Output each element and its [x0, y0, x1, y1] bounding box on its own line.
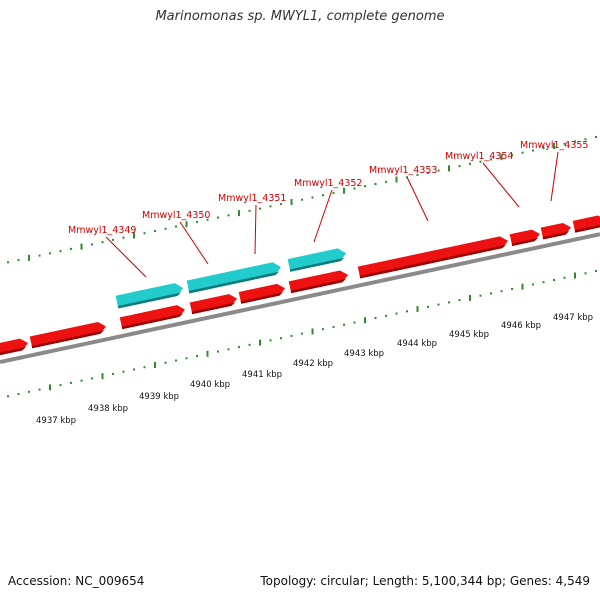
gene-arrow-body: [189, 294, 237, 315]
gene-arrow[interactable]: [509, 228, 541, 247]
gene-arrow[interactable]: [288, 269, 349, 294]
kbp-label: 4945 kbp: [449, 330, 489, 340]
gene-leader-line: [179, 221, 209, 265]
genome-backbone: [0, 232, 600, 364]
gene-arrow[interactable]: [572, 214, 600, 233]
rna-arrow-shadow: [188, 271, 280, 294]
gene-leader-line: [313, 189, 333, 243]
gene-arrow-shadow: [511, 237, 538, 247]
kbp-label: 4940 kbp: [190, 380, 230, 390]
gene-arrow-shadow: [121, 313, 183, 330]
gene-arrow[interactable]: [0, 337, 29, 356]
gene-arrow-body: [572, 215, 600, 233]
gene-arrow[interactable]: [119, 304, 186, 330]
gene-label-text: Mmwyl1_4354: [445, 151, 513, 162]
map-title: Marinomonas sp. MWYL1, complete genome: [155, 9, 445, 24]
kbp-label: 4939 kbp: [139, 392, 179, 402]
rna-arrow-body: [287, 248, 347, 272]
gene-arrow-body: [29, 322, 107, 349]
topology-text: Topology: circular; Length: 5,100,344 bp…: [260, 574, 590, 588]
gene-leader-line: [105, 236, 147, 278]
gene-arrow[interactable]: [540, 222, 572, 240]
gene-arrow-body: [540, 222, 572, 240]
gene-leader-line: [550, 151, 559, 202]
gene-arrow[interactable]: [29, 321, 107, 349]
gene-arrow[interactable]: [189, 293, 238, 315]
gene-arrow[interactable]: [238, 282, 286, 304]
kbp-label: 4941 kbp: [242, 370, 282, 380]
gene-arrow-body: [0, 338, 29, 356]
gene-label-text: Mmwyl1_4352: [294, 178, 362, 189]
gene-arrow-shadow: [31, 330, 104, 349]
kbp-label: 4938 kbp: [88, 404, 128, 414]
gene-arrow-body: [119, 305, 185, 330]
kbp-label: 4946 kbp: [501, 321, 541, 331]
kbp-label: 4947 kbp: [553, 313, 593, 323]
kbp-label: 4944 kbp: [397, 339, 437, 349]
kbp-label: 4937 kbp: [36, 416, 76, 426]
kbp-label: 4943 kbp: [344, 349, 384, 359]
gene-arrow-shadow: [240, 292, 283, 304]
gene-arrow-body: [238, 283, 286, 304]
gene-arrow-shadow: [542, 231, 569, 240]
gene-arrow[interactable]: [357, 235, 509, 279]
gene-arrow-shadow: [290, 278, 346, 294]
gene-label-text: Mmwyl1_4350: [142, 210, 210, 221]
rna-arrow-body: [115, 283, 184, 309]
rna-arrow-body: [186, 262, 282, 294]
rna-arrow[interactable]: [287, 247, 348, 272]
rna-arrow[interactable]: [186, 261, 283, 294]
gene-label-text: Mmwyl1_4349: [68, 225, 136, 236]
gene-arrow-body: [509, 229, 541, 247]
rna-arrow-shadow: [117, 292, 182, 309]
gene-label-text: Mmwyl1_4353: [369, 165, 437, 176]
gene-label-text: Mmwyl1_4351: [218, 193, 286, 204]
gene-arrow-shadow: [359, 244, 506, 279]
rna-arrow[interactable]: [115, 282, 185, 309]
kbp-label: 4942 kbp: [293, 359, 333, 369]
rna-arrow-shadow: [289, 257, 345, 272]
accession-text: Accession: NC_009654: [8, 574, 145, 588]
gene-arrow-shadow: [191, 302, 235, 315]
gene-leader-line: [406, 176, 429, 222]
gene-leader-line: [482, 162, 520, 208]
gene-arrow-shadow: [0, 347, 26, 356]
gene-arrow-body: [288, 270, 348, 294]
gene-arrow-body: [357, 236, 508, 279]
gene-leader-line: [254, 204, 257, 255]
gene-label-text: Mmwyl1_4355: [520, 140, 588, 151]
gene-arrow-shadow: [574, 223, 600, 233]
